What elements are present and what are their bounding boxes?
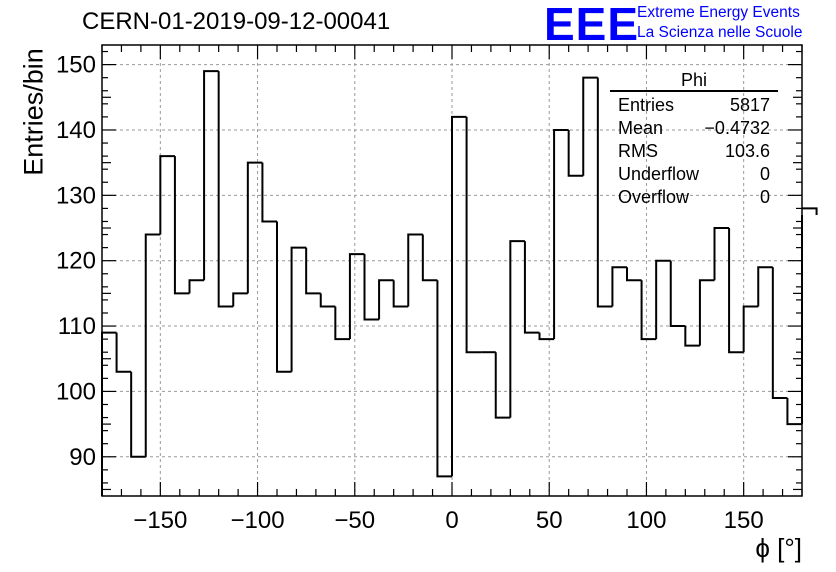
stats-row-underflow: Underflow 0 [610, 163, 778, 186]
histogram-bin [640, 280, 657, 341]
y-tick-label: 150 [56, 52, 96, 79]
y-tick-label: 100 [56, 378, 96, 405]
histogram-bin [465, 116, 482, 354]
histogram-bin [144, 233, 161, 457]
histogram-bin [757, 266, 773, 307]
histogram-bin [728, 228, 744, 354]
histogram-series [101, 70, 818, 496]
histogram-bin [553, 128, 569, 340]
histogram-bin [421, 234, 438, 282]
histogram-bin [334, 306, 350, 341]
histogram-bin [742, 305, 759, 353]
y-tick-label: 110 [58, 313, 96, 340]
stats-value: −0.4732 [704, 118, 770, 138]
histogram-bin [494, 352, 511, 419]
logo-caption-line1: Extreme Energy Events [637, 4, 800, 21]
histogram-bin [713, 227, 730, 281]
histogram-bin [655, 259, 671, 340]
stats-value: 103.6 [724, 141, 770, 161]
histogram-bin [101, 331, 117, 496]
y-axis-label: Entries/bin [18, 48, 49, 176]
histogram-bin [305, 247, 321, 295]
histogram-bin [451, 115, 467, 477]
histogram-bin [261, 162, 277, 223]
histogram-bin [626, 267, 642, 282]
stats-title: Phi [610, 70, 778, 92]
x-tick-label: 50 [536, 507, 563, 534]
y-tick-label: 140 [56, 117, 96, 144]
histogram-bin [786, 397, 802, 426]
tick-labels: −150 −100 −50 0 50 100 150 90 100 110 120 130 140 150 [56, 52, 764, 534]
stats-row-rms: RMS 103.6 [610, 140, 778, 163]
histogram-bin [319, 293, 336, 308]
histogram-bin [203, 70, 219, 281]
histogram-bin [130, 371, 146, 458]
histogram-bin [523, 241, 540, 334]
x-tick-label: −50 [334, 507, 375, 534]
histogram-bin [407, 233, 423, 307]
logo-caption: Extreme Energy Events La Scienza nelle S… [637, 3, 802, 43]
histogram-bin [246, 161, 263, 294]
histogram-bin [378, 279, 394, 320]
histogram-bin [348, 253, 365, 340]
x-tick-label: −150 [133, 507, 187, 534]
histogram-bin [290, 246, 307, 372]
chart-title: CERN-01-2019-09-12-00041 [82, 8, 391, 35]
histogram-bin [698, 279, 715, 346]
histogram-bin [159, 155, 175, 235]
x-tick-label: 100 [626, 507, 666, 534]
histogram-bin [538, 332, 555, 341]
histogram-bin [596, 77, 613, 308]
x-tick-label: 0 [445, 507, 458, 534]
stats-row-overflow: Overflow 0 [610, 186, 778, 209]
stats-label: Mean [618, 118, 664, 138]
stats-value: 5817 [729, 95, 770, 115]
histogram-bin [217, 71, 234, 308]
stats-row-mean: Mean −0.4732 [610, 117, 778, 140]
stats-value: 0 [759, 187, 770, 207]
x-tick-label: −100 [231, 507, 285, 534]
histogram-bin [802, 207, 818, 215]
histogram-bin [188, 279, 205, 294]
histogram-bin [611, 266, 627, 307]
histogram-bin [276, 221, 292, 373]
histogram-bin [232, 292, 248, 307]
stats-label: Overflow [618, 187, 690, 207]
histogram-bin [115, 332, 132, 373]
logo-caption-line2: La Scienza nelle Scuole [637, 24, 803, 41]
histogram-bin [509, 240, 525, 418]
x-tick-label: 150 [724, 507, 764, 534]
y-tick-label: 90 [69, 444, 96, 471]
histogram-bin [363, 254, 380, 321]
stats-label: RMS [618, 141, 658, 161]
stats-row-entries: Entries 5817 [610, 94, 778, 117]
histogram-bin [669, 260, 686, 328]
histogram-bin [436, 280, 452, 478]
histogram-bin [567, 129, 584, 177]
stats-label: Underflow [618, 164, 700, 184]
eee-logo: EEE [544, 0, 640, 50]
histogram-bin [684, 326, 700, 347]
stats-box: Phi Entries 5817 Mean −0.4732 RMS 103.6 … [610, 70, 778, 209]
stats-value: 0 [759, 164, 770, 184]
y-tick-label: 130 [56, 182, 96, 209]
stats-label: Entries [618, 95, 675, 115]
histogram-bin [582, 76, 598, 176]
histogram-bin [771, 267, 788, 399]
y-tick-label: 120 [56, 248, 96, 275]
histogram-bin [173, 156, 190, 295]
x-axis-label: ϕ [°] [755, 533, 802, 563]
histogram-bin [392, 280, 409, 308]
axes [101, 44, 803, 497]
